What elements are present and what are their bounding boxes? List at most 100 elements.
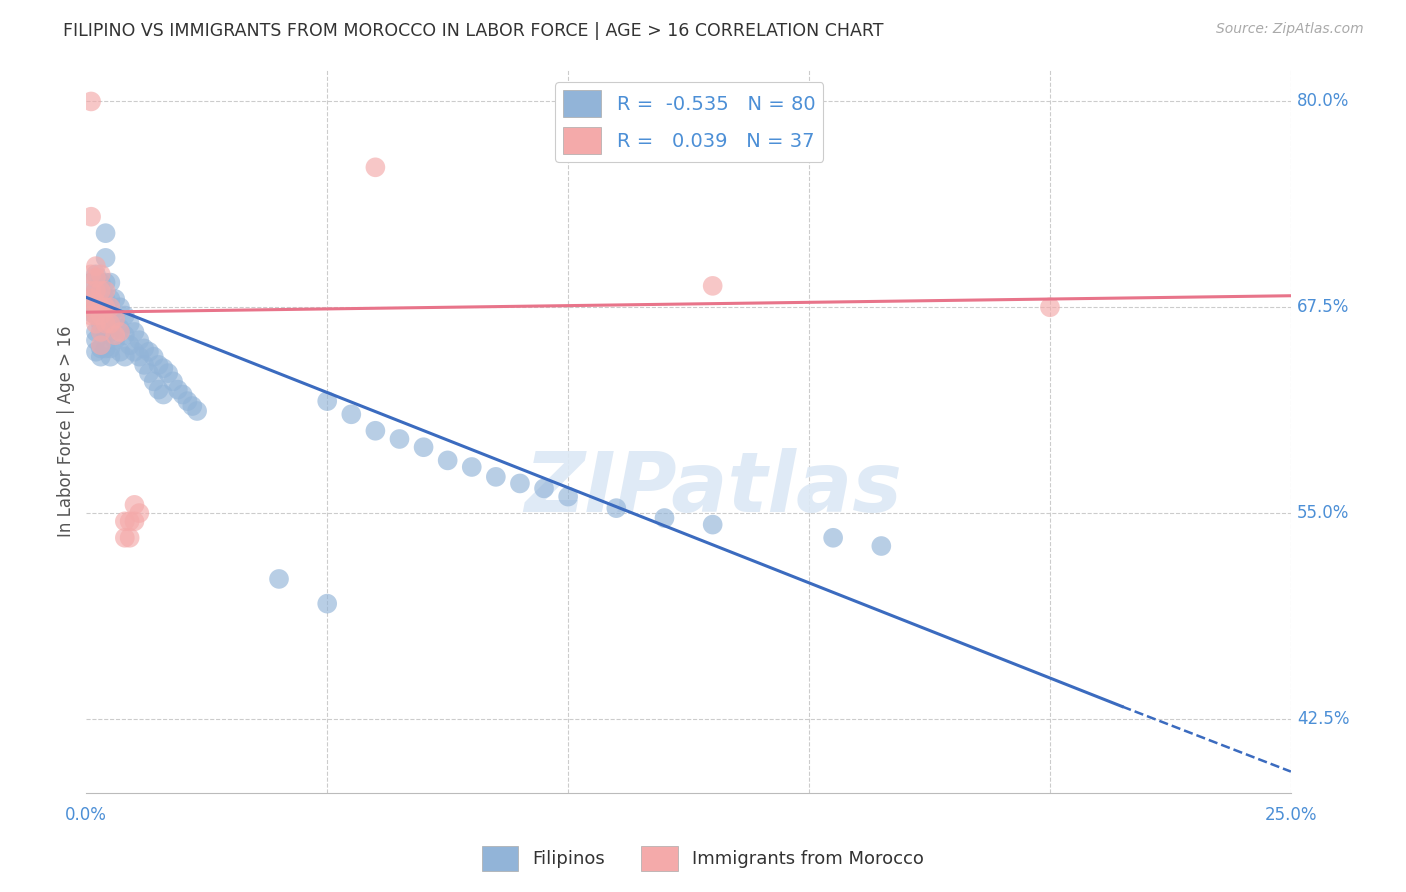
Point [138, 366, 160, 380]
Point [654, 511, 676, 525]
Point [114, 514, 136, 528]
Point [100, 276, 122, 290]
Point [186, 404, 208, 418]
Point [90, 338, 112, 352]
Point [84, 284, 107, 298]
Point [114, 309, 136, 323]
Point [94, 300, 117, 314]
Point [84, 295, 107, 310]
Legend: R =  -0.535   N = 80, R =   0.039   N = 37: R = -0.535 N = 80, R = 0.039 N = 37 [555, 82, 824, 162]
Point [94, 342, 117, 356]
Point [823, 531, 845, 545]
Point [94, 284, 117, 298]
Point [157, 366, 180, 380]
Point [100, 309, 122, 323]
Point [84, 259, 107, 273]
Point [152, 387, 174, 401]
Point [118, 317, 141, 331]
Point [84, 317, 107, 331]
Point [90, 284, 112, 298]
Point [148, 383, 170, 397]
Point [80, 309, 103, 323]
Point [90, 342, 112, 356]
Point [340, 407, 363, 421]
Point [388, 432, 411, 446]
Legend: Filipinos, Immigrants from Morocco: Filipinos, Immigrants from Morocco [475, 838, 931, 879]
Point [104, 292, 127, 306]
Point [80, 300, 103, 314]
Point [436, 453, 458, 467]
Point [509, 476, 531, 491]
Point [94, 292, 117, 306]
Point [114, 350, 136, 364]
Text: 42.5%: 42.5% [1296, 710, 1350, 728]
Text: FILIPINO VS IMMIGRANTS FROM MOROCCO IN LABOR FORCE | AGE > 16 CORRELATION CHART: FILIPINO VS IMMIGRANTS FROM MOROCCO IN L… [63, 22, 884, 40]
Point [104, 311, 127, 326]
Point [84, 333, 107, 347]
Point [128, 350, 150, 364]
Point [870, 539, 893, 553]
Point [124, 498, 146, 512]
Point [100, 342, 122, 356]
Point [128, 506, 150, 520]
Y-axis label: In Labor Force | Age > 16: In Labor Force | Age > 16 [58, 325, 75, 536]
Point [100, 317, 122, 331]
Point [94, 317, 117, 331]
Text: 55.0%: 55.0% [1296, 504, 1350, 522]
Point [132, 358, 155, 372]
Point [557, 490, 579, 504]
Point [94, 251, 117, 265]
Point [90, 350, 112, 364]
Point [90, 292, 112, 306]
Point [316, 597, 339, 611]
Point [118, 338, 141, 352]
Point [90, 317, 112, 331]
Text: 80.0%: 80.0% [1296, 93, 1350, 111]
Point [132, 342, 155, 356]
Point [152, 361, 174, 376]
Point [104, 311, 127, 326]
Point [142, 375, 165, 389]
Point [108, 300, 131, 314]
Point [118, 514, 141, 528]
Point [100, 350, 122, 364]
Point [702, 278, 724, 293]
Point [108, 344, 131, 359]
Point [94, 325, 117, 339]
Point [90, 300, 112, 314]
Point [1039, 300, 1062, 314]
Text: 67.5%: 67.5% [1296, 298, 1350, 317]
Point [148, 358, 170, 372]
Point [485, 470, 508, 484]
Point [94, 226, 117, 240]
Point [80, 292, 103, 306]
Point [80, 300, 103, 314]
Point [172, 387, 194, 401]
Point [364, 161, 387, 175]
Point [118, 531, 141, 545]
Point [80, 276, 103, 290]
Point [84, 295, 107, 310]
Point [166, 383, 188, 397]
Point [90, 309, 112, 323]
Point [138, 344, 160, 359]
Point [108, 325, 131, 339]
Point [461, 460, 484, 475]
Point [124, 325, 146, 339]
Point [80, 210, 103, 224]
Point [108, 321, 131, 335]
Point [84, 309, 107, 323]
Point [124, 344, 146, 359]
Point [80, 95, 103, 109]
Point [104, 328, 127, 343]
Point [100, 292, 122, 306]
Point [316, 394, 339, 409]
Point [100, 325, 122, 339]
Point [100, 300, 122, 314]
Point [702, 517, 724, 532]
Point [80, 284, 103, 298]
Point [90, 268, 112, 282]
Point [142, 350, 165, 364]
Point [84, 284, 107, 298]
Point [176, 394, 198, 409]
